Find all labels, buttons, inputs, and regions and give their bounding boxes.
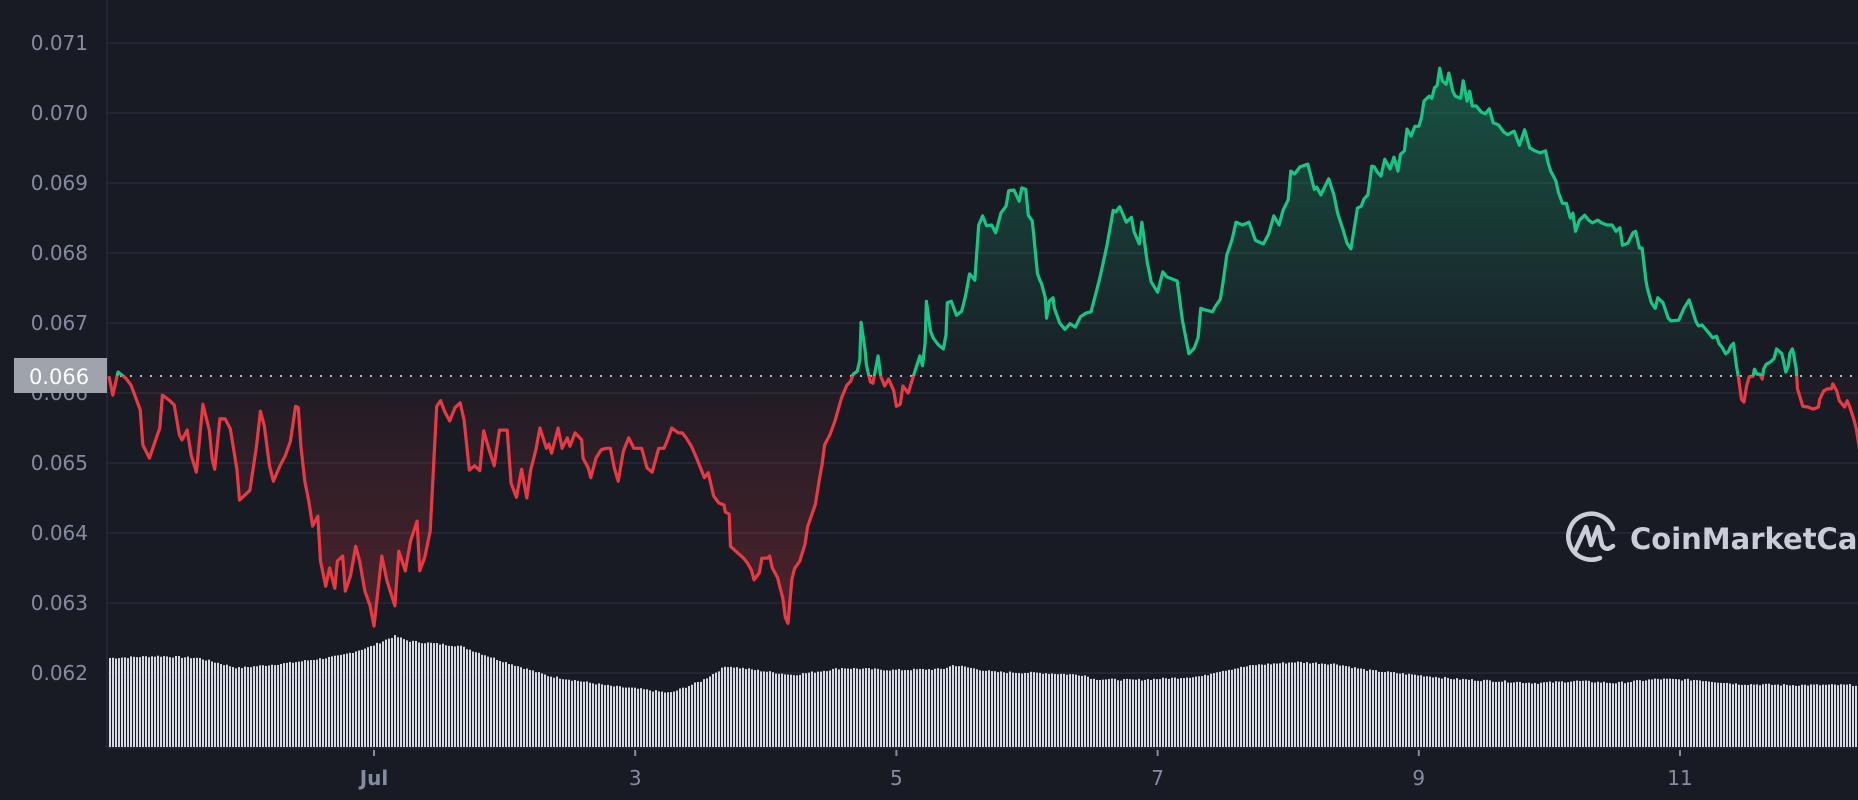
y-tick-label: 0.068 (31, 241, 88, 265)
y-tick-label: 0.070 (31, 101, 88, 125)
volume-bars (109, 635, 1857, 747)
price-label-box (14, 358, 107, 393)
coinmarketcap-watermark: CoinMarketCap (1566, 511, 1858, 562)
current-price-label: 0.066 (14, 358, 107, 393)
y-tick-label: 0.064 (31, 521, 88, 545)
y-tick-label: 0.071 (31, 31, 88, 55)
x-tick-label: 5 (890, 766, 903, 790)
x-tick-label: 11 (1667, 766, 1692, 790)
x-axis-ticks: Jul 3 5 7 9 11 (358, 750, 1693, 790)
y-tick-label: 0.067 (31, 311, 88, 335)
y-tick-label: 0.063 (31, 591, 88, 615)
x-tick-label: 3 (629, 766, 642, 790)
y-tick-label: 0.062 (31, 661, 88, 685)
price-label-text: 0.066 (29, 365, 89, 389)
price-line (107, 66, 1858, 628)
price-area-fill (108, 68, 1858, 627)
x-tick-label: 9 (1412, 766, 1425, 790)
y-tick-label: 0.069 (31, 171, 88, 195)
y-axis-labels: 0.071 0.070 0.069 0.068 0.067 0.066 0.065 0.064… (31, 31, 88, 685)
x-tick-label: 7 (1151, 766, 1164, 790)
x-tick-label: Jul (358, 766, 389, 790)
y-tick-label: 0.065 (31, 451, 88, 475)
watermark-text: CoinMarketCap (1630, 522, 1858, 556)
coinmarketcap-logo-icon (1566, 511, 1616, 562)
